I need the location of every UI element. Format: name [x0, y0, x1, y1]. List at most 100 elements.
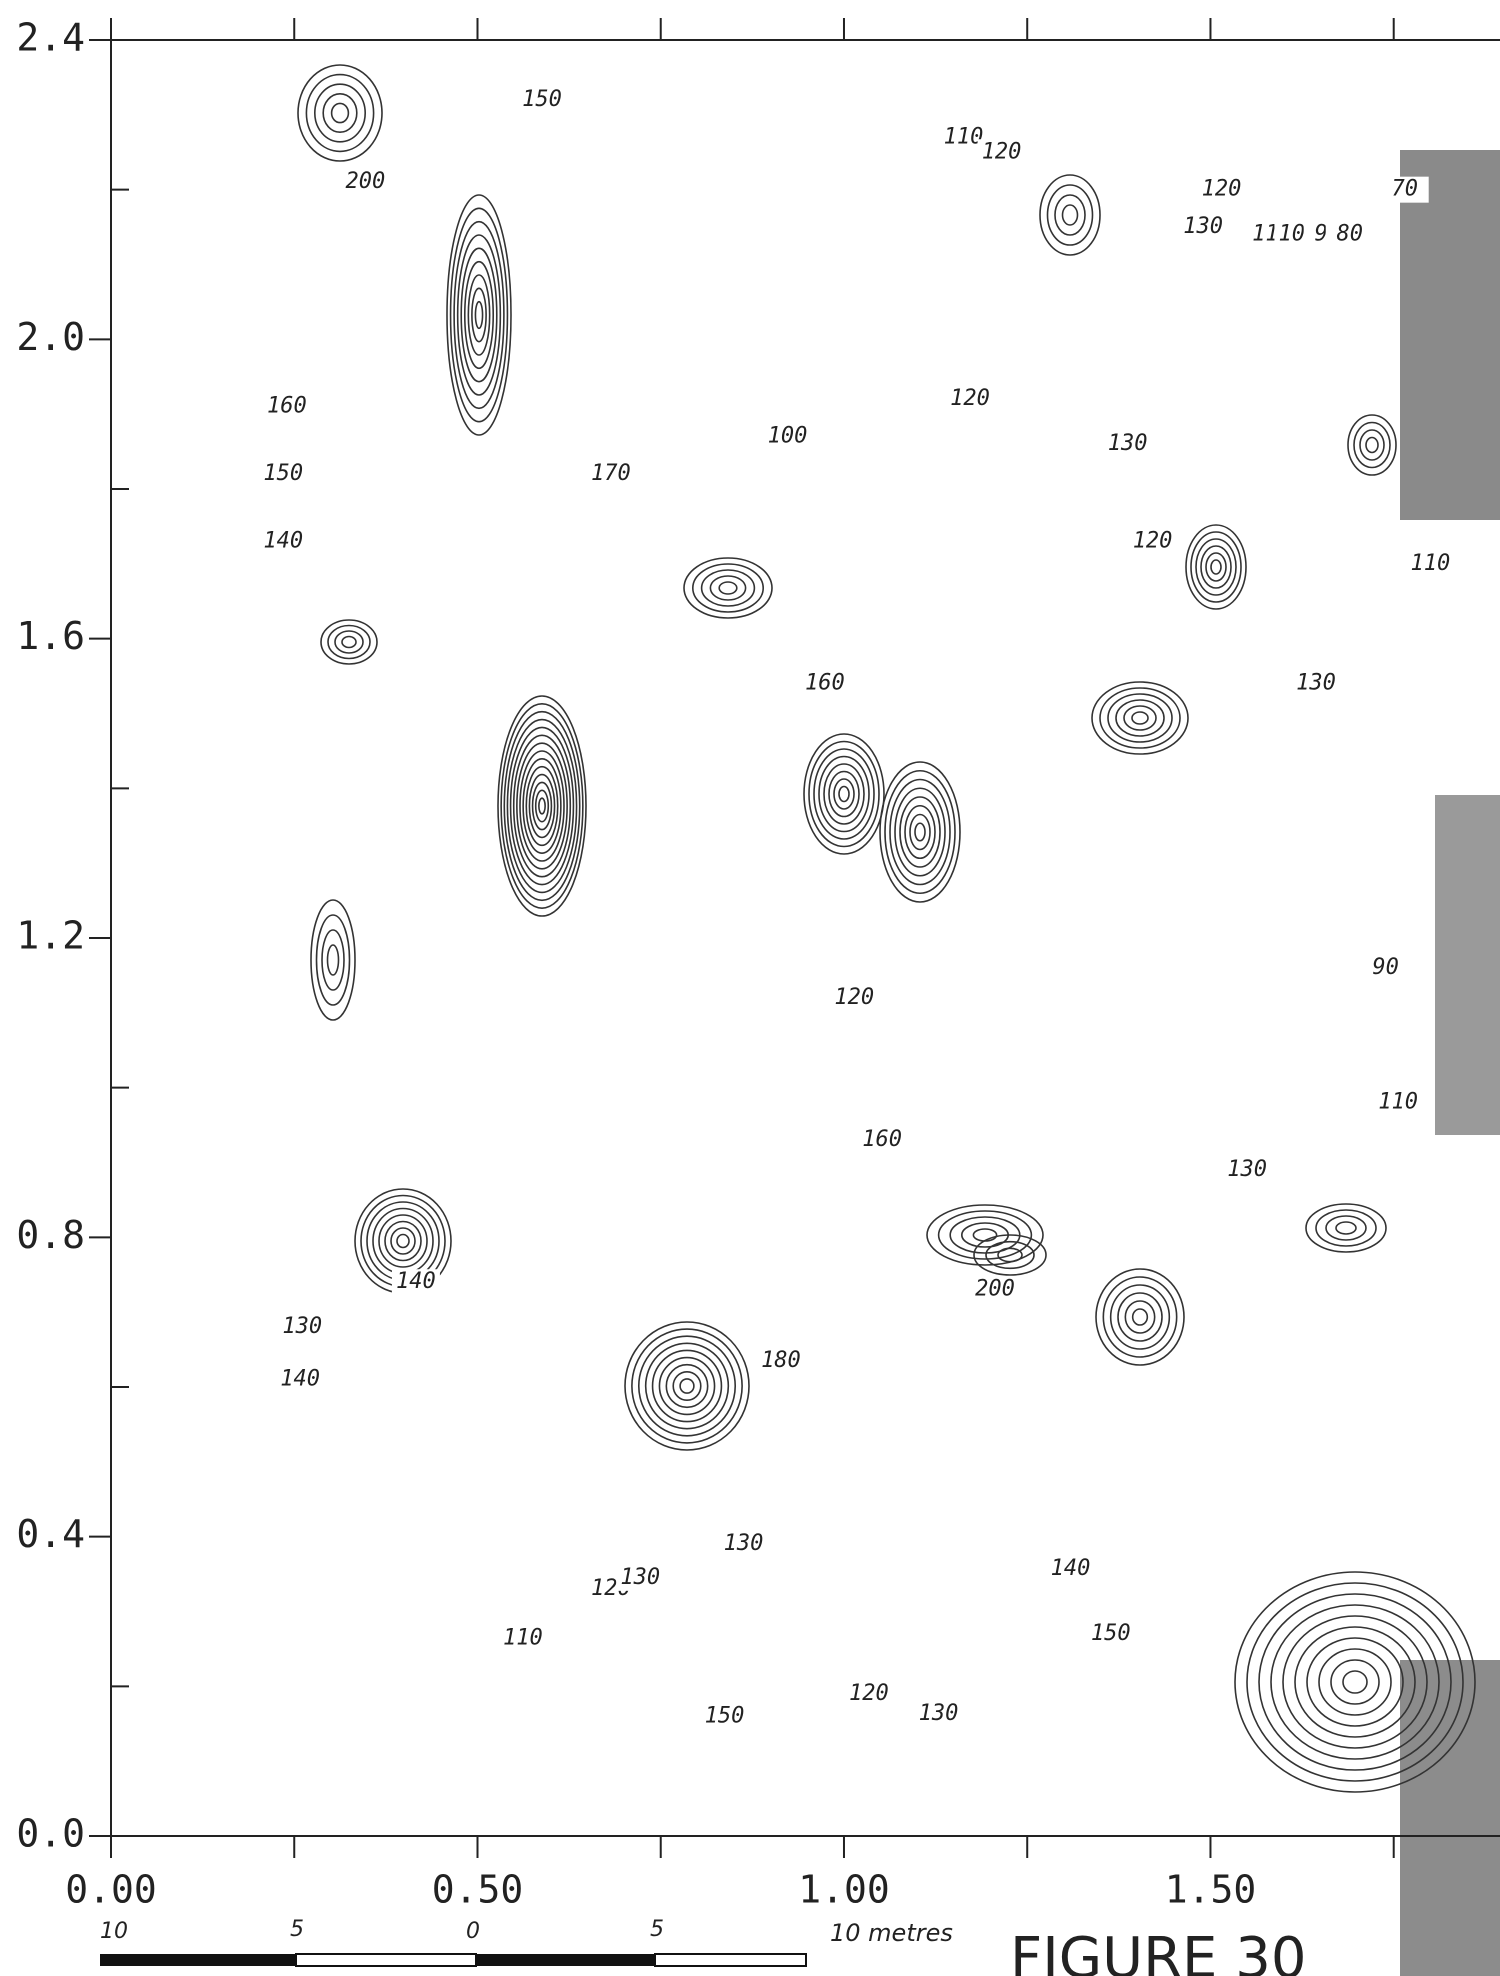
contour-ring: [937, 1210, 1033, 1260]
contour-ring: [1124, 1300, 1156, 1334]
contour-ring: [904, 804, 936, 860]
contour-ring: [1318, 1648, 1392, 1716]
contour-ring: [503, 710, 581, 902]
contour-ring: [453, 220, 505, 410]
contour-label: 120: [950, 386, 990, 411]
contour-ring: [310, 899, 356, 1021]
contour-label-bg: [1292, 670, 1341, 697]
contour-label: 140: [1051, 1556, 1091, 1581]
contour-label: 100: [768, 424, 808, 449]
contour-ring: [341, 635, 357, 649]
contour-ring: [914, 822, 926, 842]
contour-ring: [372, 1207, 434, 1275]
contour-label-bg: [278, 1314, 327, 1341]
contour-ring: [509, 726, 575, 886]
contour-ring: [972, 1228, 998, 1242]
y-tick-label: 1.6: [16, 614, 85, 658]
contour-ring: [813, 748, 875, 840]
contour-ring: [1282, 1615, 1428, 1749]
contour-label-bg: [1103, 431, 1152, 458]
contour-ring: [396, 1233, 410, 1249]
contour-label-bg: [914, 1701, 963, 1728]
contour-ring: [1347, 414, 1397, 476]
contour-ring: [330, 102, 350, 124]
contour-label-bg: [498, 1625, 547, 1652]
contour-ring: [672, 1370, 702, 1402]
contour-label-bg: [1046, 1555, 1095, 1582]
scale-segment: [476, 1954, 655, 1966]
contour-label: 180: [761, 1348, 801, 1373]
contour-ring: [644, 1342, 730, 1430]
scan-shade: [1400, 150, 1500, 520]
contour-ring: [320, 619, 378, 665]
contour-ring: [1342, 1670, 1368, 1694]
x-tick-label: 0.50: [432, 1868, 524, 1912]
contour-ring: [631, 1328, 743, 1444]
contour-ring: [894, 787, 946, 877]
contour-ring: [879, 761, 961, 903]
scale-label: 10: [100, 1919, 128, 1944]
contour-ring: [321, 929, 345, 991]
contour-ring: [709, 575, 747, 601]
contour-label: 110: [503, 1625, 543, 1650]
contour-lines: [297, 64, 1476, 1793]
contour-ring: [1046, 184, 1094, 246]
contour-label: 130: [620, 1565, 660, 1590]
contour-ring: [1190, 531, 1242, 603]
contour-label: 130: [1227, 1157, 1267, 1182]
scale-bar: 10 5 0 5 10 metres: [100, 1917, 953, 1967]
contour-ring: [1185, 524, 1247, 610]
contour-label: 130: [1296, 671, 1336, 696]
contour-ring: [658, 1356, 716, 1416]
contour-label: 160: [862, 1127, 902, 1152]
contour-label-bg: [1223, 1156, 1272, 1183]
contour-label-bg: [259, 528, 308, 555]
contour-label-bg: [262, 393, 311, 420]
x-tick-label: 0.00: [65, 1868, 157, 1912]
contour-ring: [1305, 1203, 1387, 1253]
contour-label: 150: [705, 1703, 745, 1728]
scale-label: 5: [650, 1917, 664, 1942]
contour-ring: [522, 758, 562, 854]
contour-ring: [500, 703, 584, 909]
contour-label-bg: [1086, 1620, 1135, 1647]
contour-ring: [1335, 1221, 1357, 1235]
contour-ring: [1258, 1593, 1452, 1771]
contour-label: 200: [975, 1277, 1015, 1302]
contour-ring: [624, 1321, 750, 1451]
contour-label: 150: [263, 461, 303, 486]
y-tick-label: 0.8: [16, 1213, 85, 1257]
scale-segment: [654, 1953, 807, 1967]
contour-ring: [926, 1204, 1044, 1266]
contour-ring: [467, 274, 491, 356]
contour-label: 110: [1378, 1090, 1418, 1115]
contour-ring: [519, 750, 565, 862]
contour-label-bg: [341, 169, 390, 196]
contour-ring: [1330, 1659, 1380, 1705]
contour-label-bg: [517, 86, 566, 113]
contour-ring: [1365, 436, 1379, 454]
contour-label: 140: [280, 1367, 320, 1392]
contour-ring: [456, 234, 502, 396]
contour-ring: [1325, 1215, 1367, 1241]
contour-ring: [313, 83, 366, 143]
contour-ring: [985, 1240, 1035, 1270]
contour-label: 150: [1091, 1621, 1131, 1646]
contour-label: 120: [982, 139, 1022, 164]
scale-segment: [295, 1953, 477, 1967]
contour-ring: [449, 207, 509, 423]
contour-label-bg: [1361, 954, 1410, 981]
contour-label-bg: [1179, 214, 1228, 241]
contour-label-bg: [1374, 1089, 1423, 1116]
contour-label: 120: [849, 1681, 889, 1706]
contour-ring: [828, 770, 860, 818]
scale-label: 5: [290, 1917, 304, 1942]
contour-ring: [1131, 1308, 1149, 1326]
contour-label-bg: [719, 1531, 768, 1558]
contour-label-bg: [276, 1366, 325, 1393]
contour-label-bg: [800, 670, 849, 697]
contour-ring: [808, 740, 880, 848]
y-tick-label: 1.2: [16, 914, 85, 958]
contour-label: 70: [1391, 177, 1418, 202]
y-tick-label: 0.0: [16, 1812, 85, 1856]
